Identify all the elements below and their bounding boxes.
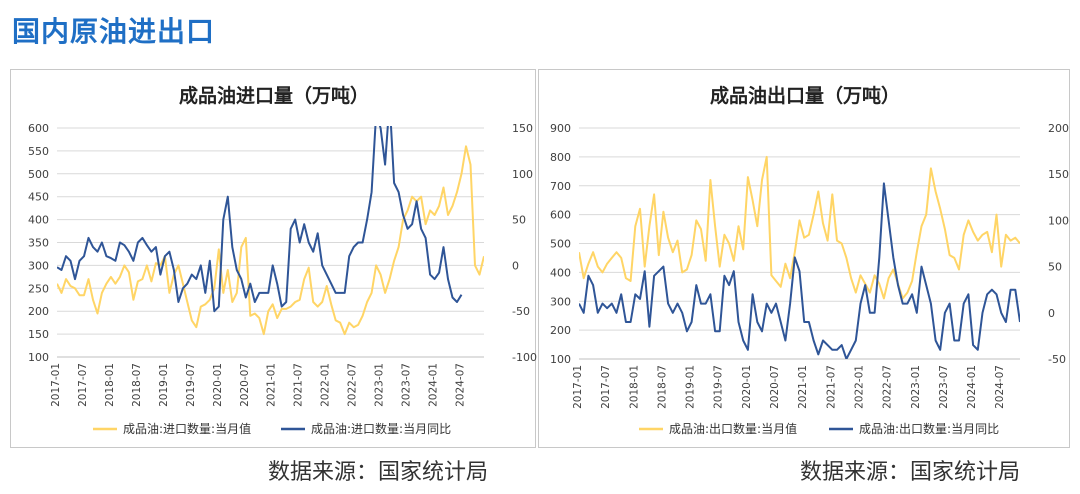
import-chart-title: 成品油进口量（万吨） [179,84,369,107]
import-y-left-tick: 250 [28,282,49,295]
import-y-left-tick: 550 [28,145,49,158]
export-chart-panel: 成品油出口量（万吨） 100 200 300 400 500 600 700 800 900 -50… [538,69,1070,448]
import-y-left-tick: 450 [28,191,49,204]
import-x-tick: 2019-01 [158,363,170,407]
import-x-tick: 2020-07 [239,363,251,407]
import-series-level-line [57,145,484,336]
export-x-tick: 2019-01 [685,365,697,409]
export-x-tick: 2022-01 [853,365,865,409]
export-x-tick: 2020-01 [741,365,753,409]
export-x-tick: 2023-01 [910,365,922,409]
source-note-right: 数据来源：国家统计局 [800,460,1021,485]
import-x-tick: 2018-07 [131,363,143,407]
export-chart: 成品油出口量（万吨）100200300400500600700800900-50… [550,84,1069,436]
export-legend-label: 成品油:出口数量:当月同比 [859,421,999,436]
import-y-right-tick: -50 [512,305,530,318]
export-x-tick: 2018-07 [656,365,668,409]
import-y-left-tick: 100 [28,351,49,364]
import-chart: 成品油进口量（万吨）100150200250300350400450500550… [28,84,537,436]
import-y-right-tick: 50 [512,214,526,227]
import-y-right-tick: 0 [512,259,519,272]
page-title: 国内原油进出口 [12,15,216,48]
import-x-tick: 2022-01 [320,363,332,407]
import-y-left-tick: 500 [28,168,49,181]
export-x-tick: 2024-01 [966,365,978,409]
import-x-tick: 2019-07 [185,363,197,407]
export-y-left-tick: 800 [550,151,571,164]
import-x-tick: 2017-01 [50,363,62,407]
export-legend-label: 成品油:出口数量:当月值 [669,421,797,436]
export-x-tick: 2021-01 [797,365,809,409]
export-y-right-tick: 50 [1048,261,1062,274]
export-y-right-tick: 150 [1048,168,1069,181]
import-legend-label: 成品油:进口数量:当月值 [123,421,251,436]
export-x-tick: 2017-01 [572,365,584,409]
export-series-yoy-line [579,182,1020,359]
export-y-right-tick: 100 [1048,214,1069,227]
import-x-tick: 2024-01 [428,363,440,407]
export-x-tick: 2022-07 [882,365,894,409]
import-x-tick: 2020-01 [212,363,224,407]
export-y-left-tick: 700 [550,180,571,193]
import-y-left-tick: 150 [28,328,49,341]
export-x-tick: 2024-07 [994,365,1006,409]
export-x-tick: 2021-07 [825,365,837,409]
export-y-left-tick: 300 [550,295,571,308]
export-x-tick: 2019-07 [713,365,725,409]
import-x-tick: 2021-01 [266,363,278,407]
export-y-left-tick: 200 [550,324,571,337]
export-y-left-tick: 400 [550,266,571,279]
import-y-left-tick: 400 [28,214,49,227]
export-y-right-tick: 200 [1048,122,1069,135]
import-y-left-tick: 350 [28,237,49,250]
import-legend-label: 成品油:进口数量:当月同比 [311,421,451,436]
export-x-tick: 2017-07 [600,365,612,409]
import-y-right-tick: 150 [512,122,533,135]
import-y-left-tick: 600 [28,122,49,135]
export-x-tick: 2023-07 [938,365,950,409]
export-y-right-tick: 0 [1048,307,1055,320]
import-x-tick: 2023-01 [374,363,386,407]
source-note-left: 数据来源：国家统计局 [268,460,489,485]
export-y-right-tick: -50 [1048,353,1066,366]
export-x-tick: 2020-07 [769,365,781,409]
export-y-left-tick: 100 [550,353,571,366]
import-x-tick: 2017-07 [77,363,89,407]
export-y-left-tick: 600 [550,209,571,222]
import-chart-panel: 成品油进口量（万吨） 100 150 200 250 300 350 400 450 500 550… [10,69,537,448]
export-x-tick: 2018-01 [628,365,640,409]
import-y-left-tick: 200 [28,305,49,318]
import-x-tick: 2024-07 [455,363,467,407]
export-series-level-line [579,155,1020,300]
import-y-right-tick: -100 [512,351,537,364]
import-x-tick: 2023-07 [401,363,413,407]
import-x-tick: 2018-01 [104,363,116,407]
import-y-left-tick: 300 [28,259,49,272]
import-series-yoy-line [57,126,463,313]
export-chart-title: 成品油出口量（万吨） [710,84,900,107]
import-y-right-tick: 100 [512,168,533,181]
export-y-left-tick: 500 [550,238,571,251]
export-y-left-tick: 900 [550,122,571,135]
import-x-tick: 2021-07 [293,363,305,407]
import-x-tick: 2022-07 [347,363,359,407]
